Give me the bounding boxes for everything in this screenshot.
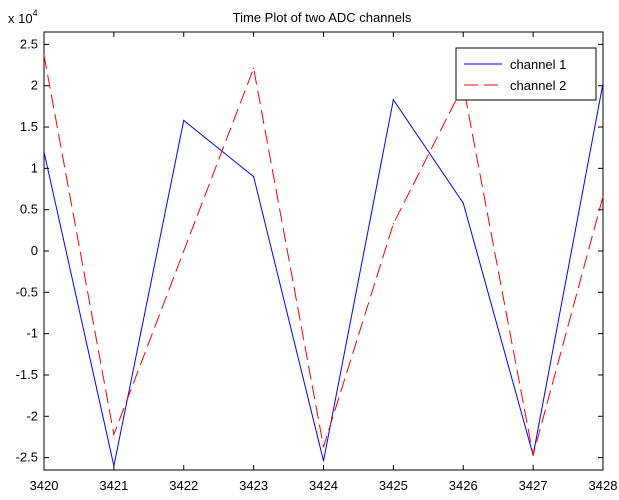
plot-area [43, 31, 604, 471]
data-point [43, 54, 45, 56]
y-multiplier-label: x 104 [8, 8, 38, 26]
data-point [602, 82, 604, 84]
legend-label: channel 2 [510, 78, 566, 93]
data-point [113, 465, 115, 467]
chart-title: Time Plot of two ADC channels [233, 10, 412, 25]
x-tick-label: 3420 [30, 478, 59, 493]
data-point [113, 433, 115, 436]
data-point [392, 99, 394, 101]
x-tick-label: 3425 [379, 478, 408, 493]
y-tick-label: -2.5 [16, 450, 38, 465]
x-tick-label: 3427 [519, 478, 548, 493]
x-tick-label: 3423 [239, 478, 268, 493]
y-tick-label: -1 [26, 326, 38, 341]
axis-ticks: 3420 3421 3422 3423 3424 3425 3426 3427 3428 2.5 2… [16, 32, 618, 493]
data-point [253, 67, 255, 69]
y-tick-label: -2 [26, 408, 38, 423]
legend: channel 1 channel 2 [455, 47, 597, 101]
data-point [322, 446, 325, 448]
data-point [462, 202, 464, 204]
data-point [183, 250, 185, 252]
y-tick-label: -0.5 [16, 284, 38, 299]
y-tick-label: 0.5 [20, 202, 38, 217]
y-tick-label: 1 [31, 160, 38, 175]
y-tick-label: 0 [31, 243, 38, 258]
x-tick-label: 3426 [449, 478, 478, 493]
x-tick-label: 3424 [309, 478, 338, 493]
x-tick-label: 3421 [99, 478, 128, 493]
y-tick-label: 2.5 [20, 36, 38, 51]
data-point [43, 151, 45, 153]
x-tick-label: 3428 [589, 478, 618, 493]
x-tick-label: 3422 [169, 478, 198, 493]
y-tick-label: -1.5 [16, 367, 38, 382]
legend-box [455, 47, 597, 101]
data-point [253, 176, 255, 178]
data-point [602, 195, 604, 198]
y-tick-label: 2 [31, 78, 38, 93]
data-point [322, 460, 325, 462]
data-point [392, 223, 394, 225]
data-point [532, 454, 534, 456]
data-point [183, 119, 185, 122]
legend-label: channel 1 [510, 57, 566, 72]
y-tick-label: 1.5 [20, 119, 38, 134]
